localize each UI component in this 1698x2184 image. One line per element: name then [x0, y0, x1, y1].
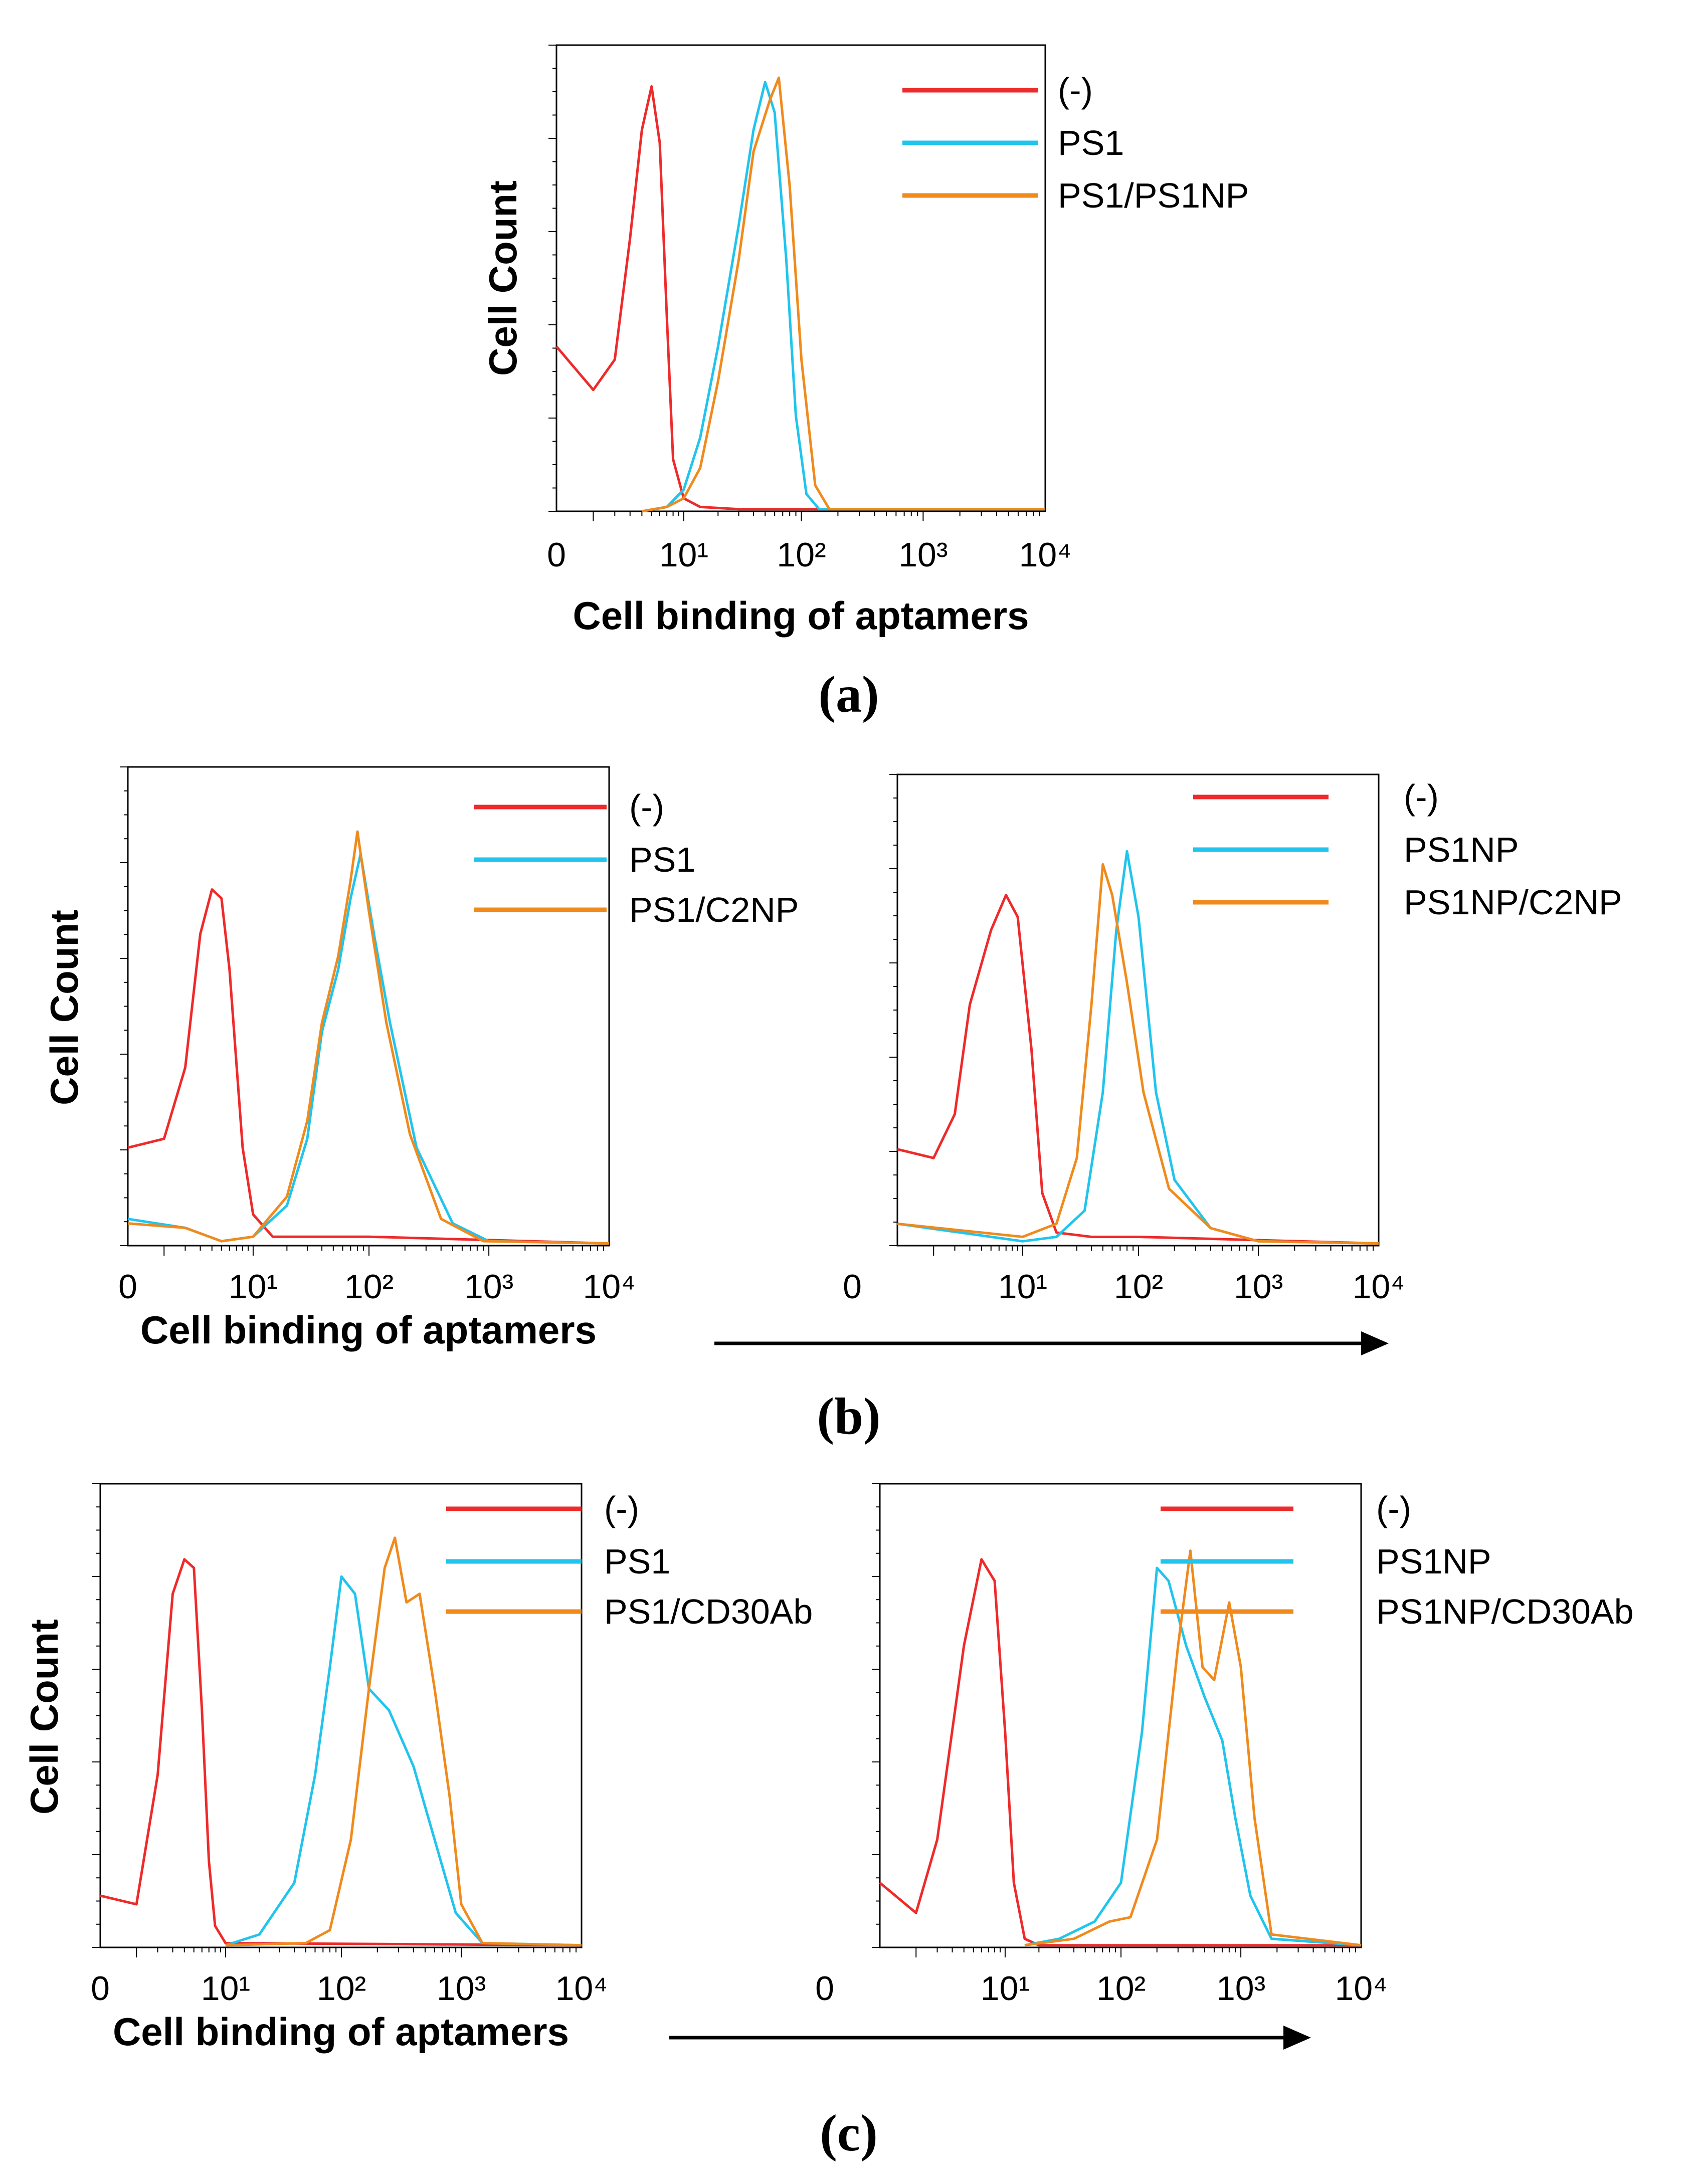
x-axis-title: Cell binding of aptamers [140, 1308, 597, 1352]
legend-label-1: PS1NP [1376, 1542, 1491, 1581]
panel-label-c: (c) [820, 2104, 877, 2162]
x-tick-label: 10² [1096, 1969, 1146, 2008]
x-tick-label: 10³ [437, 1969, 486, 2008]
x-tick-label: 0 [118, 1268, 137, 1306]
y-axis-title: Cell Count [22, 1619, 66, 1815]
legend-label-2: PS1/CD30Ab [604, 1592, 813, 1631]
x-axis-title: Cell binding of aptamers [573, 593, 1029, 638]
panel-label-b: (b) [817, 1387, 880, 1445]
series-line-1 [641, 81, 1045, 513]
legend-label-2: PS1/PS1NP [1058, 176, 1249, 215]
x-tick-label: 0 [815, 1969, 834, 2008]
x-tick-label: 10² [777, 536, 826, 574]
chart-panel-c-left: 0 10¹ 10² 10³ 10⁴ (-) PS1 PS1/CD30Ab Cell Count C… [22, 1483, 1311, 2054]
legend-label-1: PS1NP [1404, 830, 1519, 869]
series-line-0 [127, 888, 610, 1245]
x-tick-label: 10² [317, 1969, 366, 2008]
series-line-1 [225, 1575, 582, 1947]
series-line-2 [1024, 1549, 1362, 1947]
x-tick-label: 10³ [1216, 1969, 1265, 2008]
x-tick-label: 10¹ [659, 536, 708, 574]
series-line-0 [879, 1558, 1361, 1947]
x-tick-label: 10¹ [998, 1268, 1047, 1306]
series-line-2 [225, 1536, 582, 1947]
x-tick-label: 10⁴ [555, 1969, 608, 2008]
series-line-0 [555, 85, 1045, 511]
legend-label-2: PS1NP/C2NP [1404, 883, 1622, 922]
legend-label-0: (-) [604, 1489, 639, 1528]
x-axis-title: Cell binding of aptamers [113, 2010, 569, 2054]
x-tick-label: 10³ [464, 1268, 513, 1306]
plot-frame [127, 766, 610, 1247]
plot-frame [555, 44, 1046, 512]
x-tick-label: 0 [547, 536, 566, 574]
axis-arrow-head [1283, 2026, 1311, 2050]
chart-panel-a: 0 10¹ 10² 10³ 10⁴ (-) PS1 PS1/PS1NP Cell Count Ce… [481, 44, 1249, 638]
series-line-2 [127, 830, 610, 1245]
x-tick-label: 10¹ [201, 1969, 250, 2008]
legend-label-1: PS1 [629, 840, 695, 879]
series-line-2 [641, 76, 1045, 513]
series-line-1 [1024, 1566, 1362, 1947]
chart-panel-c-right: 0 10¹ 10² 10³ 10⁴ (-) PS1NP PS1NP/CD30Ab [815, 1483, 1634, 2008]
chart-panel-b-right: 0 10¹ 10² 10³ 10⁴ (-) PS1NP PS1NP/C2NP [714, 773, 1622, 1355]
x-tick-label: 10² [1114, 1268, 1163, 1306]
x-tick-label: 0 [91, 1969, 110, 2008]
series-line-0 [100, 1558, 582, 1947]
series-line-1 [897, 850, 1379, 1245]
y-axis-title: Cell Count [481, 180, 525, 376]
legend-label-2: PS1NP/CD30Ab [1376, 1592, 1634, 1631]
x-tick-label: 10¹ [229, 1268, 278, 1306]
legend-label-0: (-) [1058, 71, 1093, 110]
x-tick-label: 10¹ [981, 1969, 1030, 2008]
legend-label-2: PS1/C2NP [629, 890, 799, 929]
x-tick-label: 10⁴ [583, 1268, 636, 1306]
x-tick-label: 10² [344, 1268, 394, 1306]
legend-label-1: PS1 [604, 1542, 670, 1581]
x-tick-label: 10⁴ [1353, 1268, 1405, 1306]
x-tick-label: 0 [843, 1268, 862, 1306]
legend-label-0: (-) [1404, 777, 1439, 817]
panel-label-a: (a) [818, 666, 879, 723]
x-tick-label: 10⁴ [1335, 1969, 1388, 2008]
y-axis-title: Cell Count [42, 910, 86, 1105]
series-line-0 [897, 894, 1379, 1245]
axis-arrow-head [1361, 1331, 1389, 1355]
chart-panel-b-left: 0 10¹ 10² 10³ 10⁴ (-) PS1 PS1/C2NP Cell Count Cel… [42, 766, 799, 1352]
series-line-2 [897, 863, 1379, 1245]
legend-label-0: (-) [1376, 1489, 1411, 1528]
legend-label-1: PS1 [1058, 123, 1124, 162]
x-tick-label: 10⁴ [1019, 536, 1072, 574]
legend-label-0: (-) [629, 787, 664, 827]
x-tick-label: 10³ [1234, 1268, 1283, 1306]
x-tick-label: 10³ [898, 536, 948, 574]
